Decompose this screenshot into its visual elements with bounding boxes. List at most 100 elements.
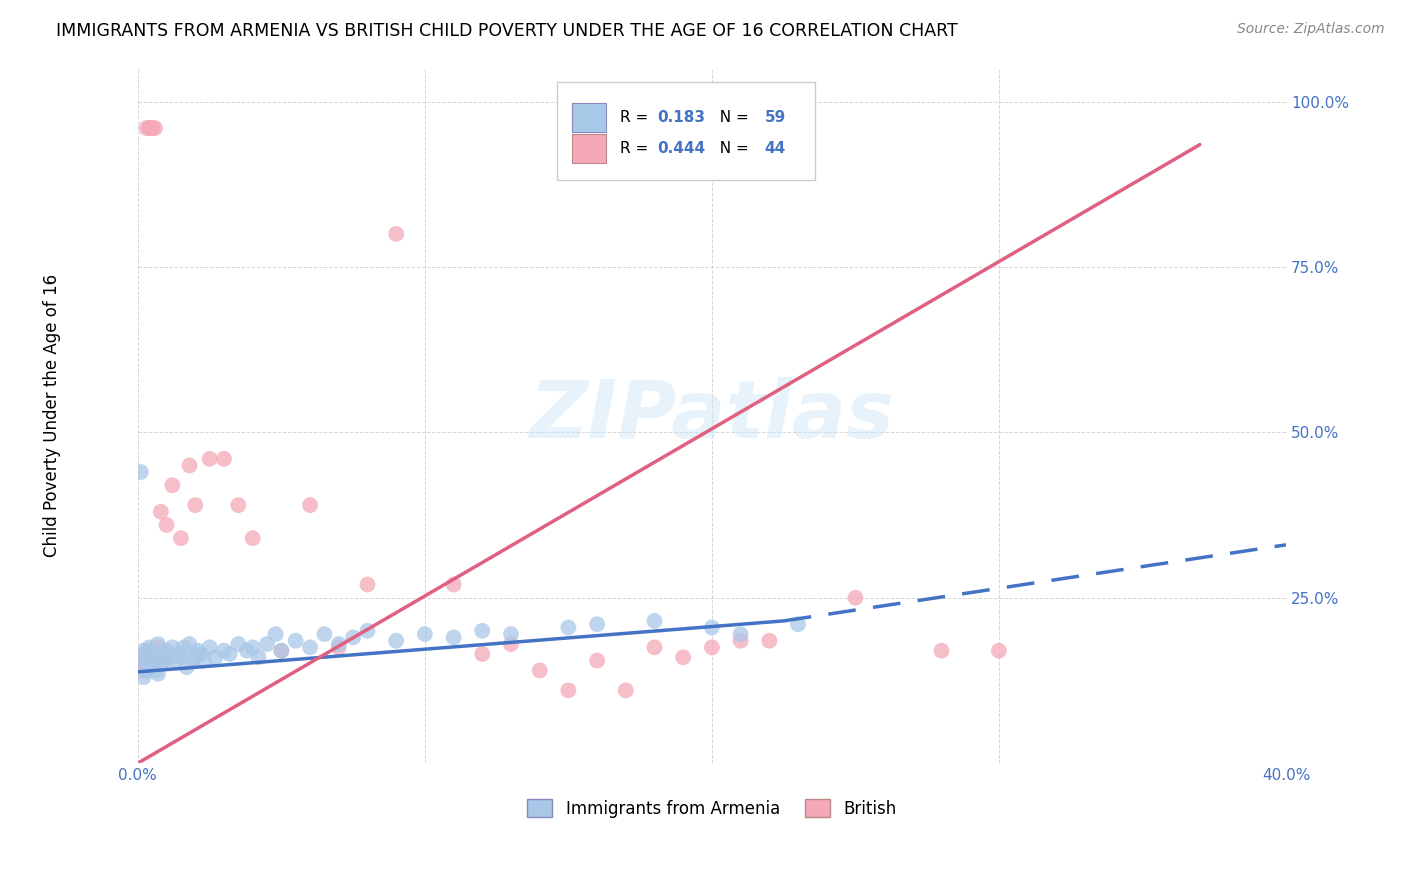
Point <box>138 121 160 136</box>
Point <box>586 654 609 668</box>
Text: N =: N = <box>710 110 754 125</box>
Point <box>264 627 287 641</box>
Point <box>138 640 160 655</box>
Point <box>586 617 609 632</box>
Point <box>385 633 408 648</box>
Point <box>138 660 160 674</box>
Point <box>242 640 264 655</box>
Point <box>135 650 157 665</box>
Point <box>141 647 163 661</box>
Point <box>443 577 465 591</box>
Point <box>146 637 169 651</box>
Point <box>149 657 172 671</box>
Point <box>228 498 250 512</box>
Point <box>141 121 163 136</box>
Point <box>787 617 810 632</box>
Point <box>644 614 666 628</box>
Point <box>129 465 152 479</box>
Point <box>155 518 177 533</box>
Legend: Immigrants from Armenia, British: Immigrants from Armenia, British <box>520 793 903 824</box>
Point <box>356 577 378 591</box>
Text: 0.444: 0.444 <box>657 141 704 156</box>
Point <box>132 660 155 674</box>
Point <box>700 620 723 634</box>
Point <box>198 451 221 466</box>
Point <box>499 637 522 651</box>
Point <box>152 650 174 665</box>
Point <box>730 627 752 641</box>
Point <box>328 640 350 655</box>
Point <box>644 640 666 655</box>
Point <box>212 643 235 657</box>
Point <box>672 650 695 665</box>
Point <box>176 660 198 674</box>
Point <box>152 647 174 661</box>
Point <box>138 647 160 661</box>
Point <box>179 637 201 651</box>
Point <box>132 647 155 661</box>
Point <box>173 640 195 655</box>
Point <box>143 121 166 136</box>
Point <box>129 654 152 668</box>
Point <box>328 637 350 651</box>
Point <box>184 498 207 512</box>
Point <box>149 505 172 519</box>
Point <box>730 633 752 648</box>
Point <box>162 478 184 492</box>
Point <box>247 650 270 665</box>
Point <box>987 643 1010 657</box>
Point <box>146 666 169 681</box>
Text: 0.183: 0.183 <box>657 110 704 125</box>
Point <box>184 650 207 665</box>
Text: R =: R = <box>620 141 654 156</box>
Point <box>187 643 209 657</box>
Point <box>314 627 336 641</box>
Point <box>557 620 579 634</box>
Point <box>132 657 155 671</box>
Text: N =: N = <box>710 141 754 156</box>
Point <box>700 640 723 655</box>
Point <box>471 647 494 661</box>
Point <box>141 657 163 671</box>
Point <box>844 591 866 605</box>
Point <box>758 633 780 648</box>
Point <box>529 664 551 678</box>
Point <box>499 627 522 641</box>
Point <box>149 650 172 665</box>
Point <box>212 451 235 466</box>
Point <box>181 654 204 668</box>
Point <box>614 683 637 698</box>
Point <box>141 654 163 668</box>
Point <box>141 121 163 136</box>
Point <box>228 637 250 651</box>
Point <box>159 650 181 665</box>
FancyBboxPatch shape <box>557 82 815 179</box>
Point <box>342 631 364 645</box>
Point <box>299 640 322 655</box>
Text: R =: R = <box>620 110 654 125</box>
Point <box>256 637 278 651</box>
Point <box>129 654 152 668</box>
Point <box>138 121 160 136</box>
Point <box>129 664 152 678</box>
Text: 44: 44 <box>765 141 786 156</box>
Point <box>170 531 193 545</box>
Point <box>204 650 226 665</box>
Point <box>270 643 292 657</box>
Point <box>143 664 166 678</box>
Point <box>193 654 215 668</box>
Point <box>143 654 166 668</box>
Point <box>242 531 264 545</box>
Point <box>299 498 322 512</box>
Point <box>135 650 157 665</box>
Point <box>557 683 579 698</box>
Point <box>385 227 408 241</box>
Point <box>236 643 259 657</box>
Text: IMMIGRANTS FROM ARMENIA VS BRITISH CHILD POVERTY UNDER THE AGE OF 16 CORRELATION: IMMIGRANTS FROM ARMENIA VS BRITISH CHILD… <box>56 22 957 40</box>
Point <box>135 121 157 136</box>
Point <box>132 643 155 657</box>
FancyBboxPatch shape <box>572 134 606 163</box>
Point <box>413 627 436 641</box>
Point <box>162 640 184 655</box>
Point <box>931 643 953 657</box>
